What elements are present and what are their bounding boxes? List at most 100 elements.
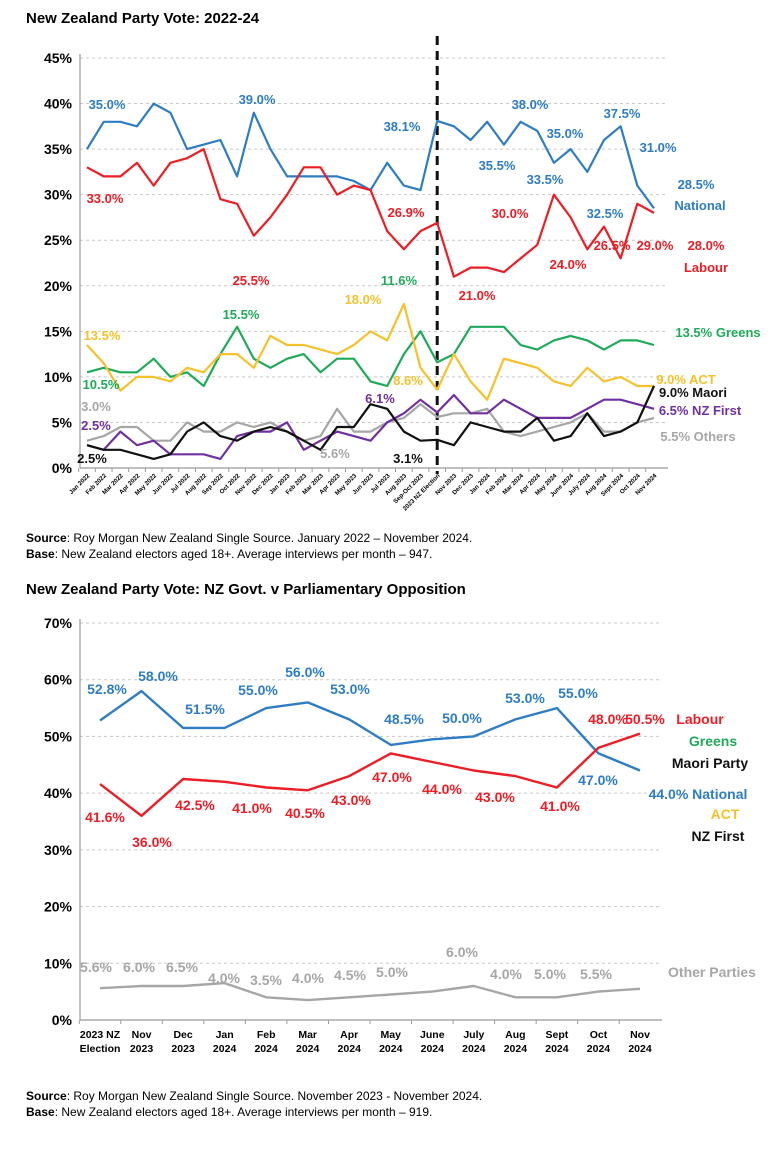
series-line-govt	[99, 689, 641, 772]
data-label: 5.5%	[580, 966, 612, 982]
data-label: 53.0%	[330, 681, 370, 697]
x-tick-label: Oct 2024	[587, 1029, 611, 1055]
data-label: 13.5% Greens	[675, 325, 760, 340]
data-label: 29.0%	[637, 238, 674, 253]
data-label: 58.0%	[138, 668, 178, 684]
data-label: 28.5%	[678, 177, 715, 192]
source-label: Source	[26, 1089, 67, 1103]
data-label: 48.0%	[588, 711, 628, 727]
data-label: 28.0%	[688, 238, 725, 253]
y-tick-label: 25%	[44, 232, 73, 248]
data-label: 41.6%	[85, 809, 125, 825]
x-tick-label: Aug 2024	[504, 1029, 528, 1055]
data-label: 3.0%	[81, 399, 111, 414]
data-label: Maori Party	[672, 755, 748, 771]
data-label: 35.5%	[479, 158, 516, 173]
chart2-source: Source: Roy Morgan New Zealand Single So…	[26, 1088, 482, 1120]
data-label: 44.0%	[422, 781, 462, 797]
chart1-source: Source: Roy Morgan New Zealand Single So…	[26, 530, 472, 562]
data-label: 6.5% NZ First	[659, 403, 742, 418]
y-tick-label: 70%	[44, 615, 73, 631]
data-label: 35.0%	[547, 126, 584, 141]
data-label: 8.6%	[393, 373, 423, 388]
data-label: 10.5%	[83, 377, 120, 392]
chart2-title: New Zealand Party Vote: NZ Govt. v Parli…	[26, 581, 466, 598]
data-label: 6.1%	[365, 391, 395, 406]
y-tick-label: 5%	[52, 414, 73, 430]
data-label: 24.0%	[550, 257, 587, 272]
y-tick-label: 20%	[44, 899, 73, 915]
data-label: 55.0%	[558, 685, 598, 701]
y-tick-label: 30%	[44, 842, 73, 858]
data-label: Labour	[684, 260, 728, 275]
x-tick-label: Mar 2024	[296, 1029, 320, 1055]
data-label: 35.0%	[89, 97, 126, 112]
data-label: 4.0%	[292, 970, 324, 986]
data-label: 5.6%	[80, 959, 112, 975]
data-label: 43.0%	[331, 792, 371, 808]
series-line-others	[86, 403, 655, 442]
data-label: 51.5%	[185, 701, 225, 717]
data-label: NZ First	[692, 828, 745, 844]
data-label: 38.1%	[384, 119, 421, 134]
data-label: 2.5%	[77, 451, 107, 466]
data-label: 5.0%	[376, 964, 408, 980]
data-label: 32.5%	[587, 206, 624, 221]
source-label: Source	[26, 531, 67, 545]
base-label: Base	[26, 547, 55, 561]
data-label: 6.0%	[446, 944, 478, 960]
data-label: 26.5%	[594, 238, 631, 253]
data-label: 55.0%	[238, 682, 278, 698]
y-tick-label: 30%	[44, 187, 73, 203]
y-tick-label: 0%	[52, 1012, 73, 1028]
data-label: Other Parties	[668, 964, 756, 980]
data-label: 56.0%	[285, 664, 325, 680]
base-label: Base	[26, 1105, 55, 1119]
y-tick-label: 10%	[44, 369, 73, 385]
data-label: 50.0%	[442, 710, 482, 726]
data-label: 9.0% Maori	[659, 385, 727, 400]
data-label: 41.0%	[232, 800, 272, 816]
data-label: 4.5%	[334, 967, 366, 983]
data-label: 33.0%	[87, 191, 124, 206]
data-label: 18.0%	[345, 292, 382, 307]
y-tick-label: 40%	[44, 785, 73, 801]
data-label: 25.5%	[233, 273, 270, 288]
x-tick-label: 2023 NZ Election	[80, 1029, 121, 1055]
x-tick-label: Sept 2024	[545, 1029, 569, 1055]
series-line-act	[86, 302, 654, 401]
data-label: 36.0%	[132, 834, 172, 850]
data-label: 6.5%	[166, 959, 198, 975]
data-label: 43.0%	[475, 789, 515, 805]
series-line-nzfirst	[86, 394, 655, 460]
base-text: : New Zealand electors aged 18+. Average…	[54, 1105, 433, 1119]
x-tick-label: Nov 2023	[130, 1029, 154, 1055]
data-label: 30.0%	[492, 206, 529, 221]
data-label: 50.5%	[625, 711, 665, 727]
data-label: 52.8%	[87, 681, 127, 697]
data-label: 33.5%	[527, 172, 564, 187]
data-label: 40.5%	[285, 805, 325, 821]
data-label: 53.0%	[505, 690, 545, 706]
series-line-greens	[86, 325, 655, 388]
series-line-opposition	[99, 732, 641, 817]
series-line-maori	[86, 385, 655, 460]
data-label: 44.0% National	[649, 786, 748, 802]
data-label: 39.0%	[239, 92, 276, 107]
y-tick-label: 40%	[44, 96, 73, 112]
y-tick-label: 20%	[44, 278, 73, 294]
x-tick-label: Feb 2024	[254, 1029, 278, 1055]
x-tick-label: May 2024	[379, 1029, 403, 1055]
y-tick-label: 0%	[52, 460, 73, 476]
y-tick-label: 35%	[44, 141, 73, 157]
y-tick-label: 50%	[44, 728, 73, 744]
data-label: 26.9%	[388, 205, 425, 220]
data-label: Labour	[676, 711, 724, 727]
data-label: 31.0%	[640, 140, 677, 155]
data-label: 47.0%	[578, 772, 618, 788]
data-label: 11.6%	[381, 273, 418, 288]
data-label: 3.5%	[250, 972, 282, 988]
data-label: 47.0%	[372, 769, 412, 785]
x-tick-label: June 2024	[420, 1029, 445, 1055]
